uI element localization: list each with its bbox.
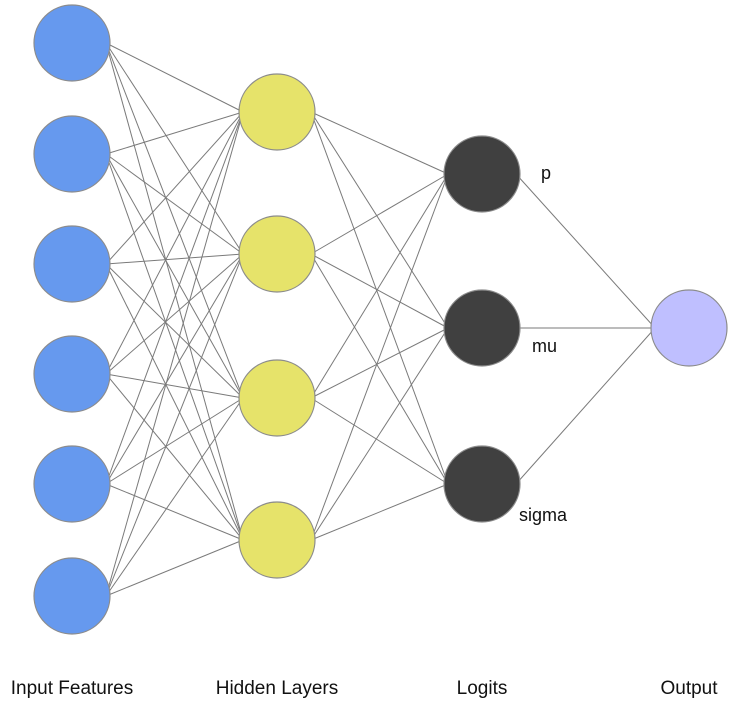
nodes-group (33, 4, 728, 635)
logits-node-3 (443, 445, 521, 523)
logits-node-1 (443, 135, 521, 213)
hidden-node-4 (238, 501, 316, 579)
hidden-node-2 (238, 215, 316, 293)
connection-hidden-4-to-logits-1 (310, 173, 449, 541)
connection-input-4-to-hidden-4 (105, 373, 244, 541)
connection-logits-1-to-output-1 (515, 173, 656, 329)
hidden-node-1 (238, 73, 316, 151)
connection-input-6-to-hidden-2 (105, 253, 244, 597)
input-node-5 (33, 445, 111, 523)
logits-node-2 (443, 289, 521, 367)
logit-label-sigma: sigma (519, 505, 568, 525)
connection-input-1-to-hidden-4 (105, 42, 244, 541)
connection-input-3-to-hidden-2 (105, 253, 244, 265)
connection-hidden-3-to-logits-2 (310, 327, 449, 399)
connection-input-2-to-hidden-3 (105, 153, 244, 399)
connection-input-5-to-hidden-2 (105, 253, 244, 485)
connection-input-6-to-hidden-4 (105, 539, 244, 597)
connection-input-4-to-hidden-2 (105, 253, 244, 375)
connection-input-3-to-hidden-3 (105, 263, 244, 399)
connection-input-1-to-hidden-2 (105, 42, 244, 255)
connection-input-5-to-hidden-4 (105, 483, 244, 541)
layer-label-output: Output (660, 678, 718, 699)
connection-input-4-to-hidden-1 (105, 111, 244, 375)
connection-input-2-to-hidden-1 (105, 111, 244, 155)
connection-hidden-3-to-logits-3 (310, 397, 449, 485)
connection-input-1-to-hidden-3 (105, 42, 244, 399)
connections-group (105, 42, 656, 597)
input-node-4 (33, 335, 111, 413)
input-node-1 (33, 4, 111, 82)
output-node-1 (650, 289, 728, 367)
connection-hidden-1-to-logits-1 (310, 111, 449, 175)
connection-input-4-to-hidden-3 (105, 373, 244, 399)
connection-hidden-3-to-logits-1 (310, 173, 449, 399)
connection-hidden-2-to-logits-1 (310, 173, 449, 255)
input-node-6 (33, 557, 111, 635)
connection-hidden-2-to-logits-2 (310, 253, 449, 329)
connection-input-5-to-hidden-3 (105, 397, 244, 485)
layer-label-hidden-layers: Hidden Layers (216, 678, 339, 699)
input-node-3 (33, 225, 111, 303)
connection-input-2-to-hidden-2 (105, 153, 244, 255)
connection-input-2-to-hidden-4 (105, 153, 244, 541)
hidden-node-3 (238, 359, 316, 437)
connection-input-3-to-hidden-1 (105, 111, 244, 265)
connection-hidden-1-to-logits-2 (310, 111, 449, 329)
layer-label-input-features: Input Features (11, 678, 134, 699)
connection-logits-3-to-output-1 (515, 327, 656, 485)
connection-hidden-2-to-logits-3 (310, 253, 449, 485)
connection-input-5-to-hidden-1 (105, 111, 244, 485)
layer-label-logits: Logits (457, 678, 508, 699)
input-node-2 (33, 115, 111, 193)
logit-label-mu: mu (532, 336, 557, 356)
connection-hidden-4-to-logits-2 (310, 327, 449, 541)
connection-input-6-to-hidden-3 (105, 397, 244, 597)
connection-input-6-to-hidden-1 (105, 111, 244, 597)
connection-input-3-to-hidden-4 (105, 263, 244, 541)
connection-hidden-4-to-logits-3 (310, 483, 449, 541)
connection-input-1-to-hidden-1 (105, 42, 244, 113)
logit-label-p: p (541, 163, 551, 183)
connection-hidden-1-to-logits-3 (310, 111, 449, 485)
